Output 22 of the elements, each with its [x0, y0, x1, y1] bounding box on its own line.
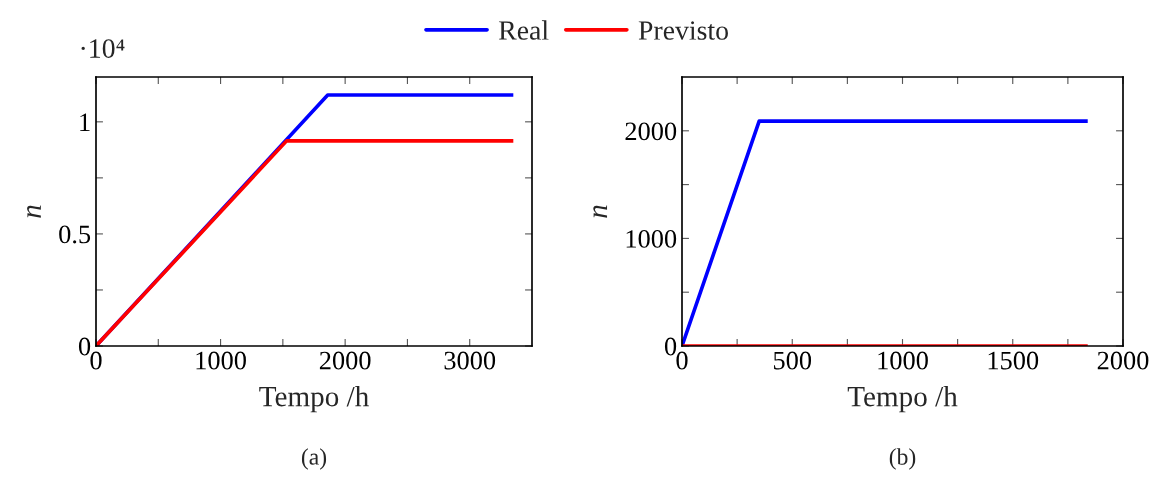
- legend-label: Real: [498, 20, 549, 40]
- legend-label: Previsto: [638, 21, 728, 40]
- y-axis-title: n: [27, 205, 41, 218]
- x-axis-title: Tempo /h: [847, 385, 958, 413]
- x-tick-label: 2000: [319, 351, 371, 370]
- x-tick-label: 2000: [1097, 351, 1149, 370]
- x-tick-label: 1000: [196, 351, 246, 370]
- y-tick-label: 2000: [625, 122, 677, 141]
- y-tick-label: 1: [80, 113, 90, 131]
- x-tick-label: 1000: [878, 351, 928, 370]
- x-tick-label: 3000: [444, 351, 496, 370]
- y-tick-label: 0.5: [59, 225, 91, 244]
- x-tick-label: 1500: [988, 351, 1039, 370]
- y-tick-label: 1000: [626, 230, 677, 248]
- y-tick-label: 0: [664, 337, 677, 356]
- x-tick-label: 500: [773, 351, 812, 370]
- y-tick-label: 0: [78, 337, 91, 356]
- text: ·10⁴: [81, 39, 125, 58]
- text: (b): [889, 448, 916, 470]
- text: (a): [301, 448, 327, 470]
- y-axis-title: n: [593, 205, 608, 218]
- x-axis-title: Tempo /h: [259, 385, 369, 413]
